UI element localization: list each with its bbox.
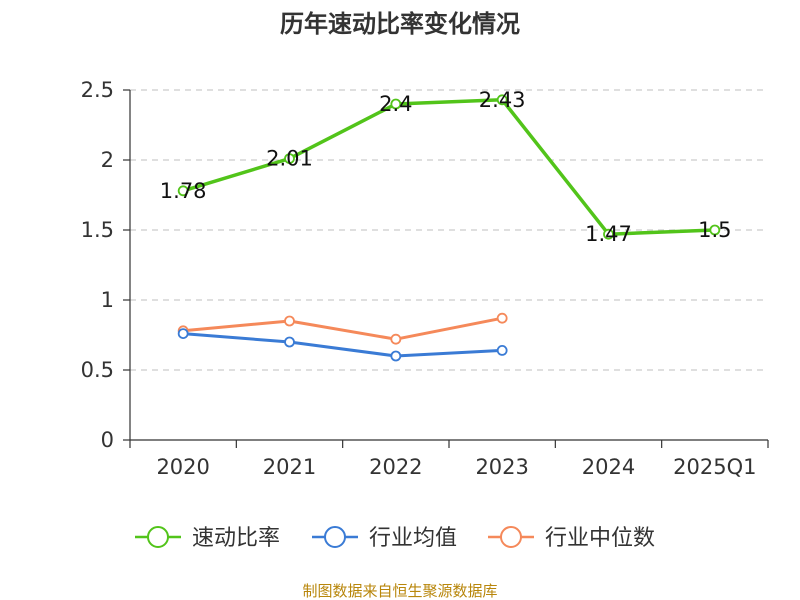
data-point: [284, 153, 295, 165]
legend-item[interactable]: 行业均值: [312, 526, 457, 551]
data-label: 1.47: [585, 222, 632, 246]
legend-item[interactable]: 速动比率: [135, 526, 280, 551]
data-label: 2.4: [379, 92, 412, 116]
data-point: [496, 344, 508, 356]
x-tick-label: 2025Q1: [673, 455, 756, 479]
legend-marker-icon: [324, 526, 346, 548]
data-point: [496, 94, 508, 106]
legend-label: 速动比率: [192, 526, 280, 551]
y-tick-label: 0: [101, 428, 114, 452]
y-tick-label: 2: [101, 148, 114, 172]
legend-label: 行业均值: [369, 526, 457, 551]
data-point: [177, 328, 189, 340]
grid: [130, 89, 768, 371]
data-point: [390, 350, 402, 362]
legend-marker-icon: [147, 526, 169, 548]
legend-label: 行业中位数: [545, 526, 655, 551]
series-layer: 1.78 2.01 2.4 2.43 1.47 1.5: [160, 88, 732, 362]
data-point: [284, 315, 295, 327]
data-point: [284, 336, 295, 348]
y-tick-label: 1: [101, 288, 114, 312]
x-tick-label: 2021: [263, 455, 316, 479]
x-tick-label: 2022: [369, 455, 422, 479]
data-label: 2.43: [479, 88, 526, 112]
data-label: 2.01: [266, 147, 313, 171]
chart-title: 历年速动比率变化情况: [280, 10, 520, 38]
data-point: [390, 333, 402, 345]
series-line-速动比率: [182, 98, 715, 236]
x-tick-label: 2023: [475, 455, 528, 479]
x-tick-label: 2020: [156, 455, 209, 479]
series-line-行业均值: [183, 332, 503, 358]
legend-marker-icon: [500, 526, 522, 548]
data-point: [177, 185, 189, 197]
legend: 速动比率 行业均值 行业中位数: [135, 526, 655, 551]
data-label: 1.5: [698, 218, 731, 242]
data-point: [603, 228, 614, 240]
data-point: [709, 224, 721, 236]
y-tick-label: 1.5: [81, 218, 114, 242]
axes: 0 0.5 1 1.5 2 2.5 2020 2021 2022 2023 2024 2025Q1: [81, 78, 769, 479]
legend-item[interactable]: 行业中位数: [488, 526, 655, 551]
x-tick-label: 2024: [582, 455, 635, 479]
data-label: 1.78: [160, 179, 207, 203]
data-point: [390, 98, 402, 110]
data-point: [496, 312, 508, 324]
y-tick-label: 0.5: [81, 358, 114, 382]
series-line-行业中位数: [183, 316, 503, 341]
y-tick-label: 2.5: [81, 78, 114, 102]
source-note: 制图数据来自恒生聚源数据库: [302, 582, 497, 600]
